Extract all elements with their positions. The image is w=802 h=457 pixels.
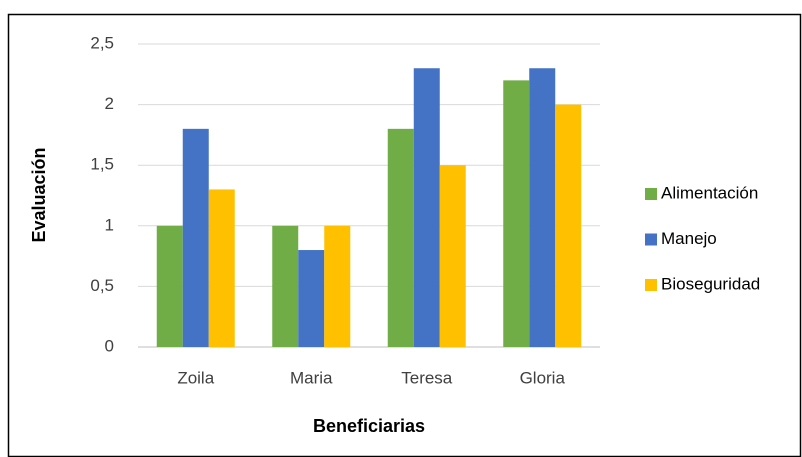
x-tick-label: Maria (290, 368, 333, 387)
bar (324, 225, 351, 347)
y-tick-label: 2 (105, 94, 114, 113)
legend-swatch (645, 279, 657, 291)
x-tick-label: Teresa (401, 368, 453, 387)
y-axis-title: Evaluación (29, 147, 49, 242)
x-tick-label: Zoila (177, 368, 214, 387)
y-tick-label: 0 (105, 336, 114, 355)
bar (387, 128, 414, 347)
bar (182, 128, 209, 347)
legend-label: Manejo (661, 229, 717, 248)
bar (439, 165, 466, 347)
legend-swatch (645, 188, 657, 200)
bar (298, 250, 325, 347)
x-tick-label: Gloria (520, 368, 566, 387)
bar (208, 189, 235, 347)
bar (529, 68, 556, 348)
legend-label: Bioseguridad (661, 274, 760, 293)
legend-swatch (645, 233, 657, 246)
x-axis-title: Beneficiarias (313, 416, 425, 436)
y-tick-label: 1,5 (90, 155, 114, 174)
y-tick-label: 0,5 (90, 276, 114, 295)
y-tick-label: 2,5 (90, 33, 114, 52)
bar (156, 225, 183, 347)
bar (413, 68, 440, 348)
bar (272, 225, 299, 347)
bar (503, 80, 530, 348)
legend-label: Alimentación (661, 183, 758, 202)
y-tick-label: 1 (105, 215, 114, 234)
bar (555, 104, 582, 347)
